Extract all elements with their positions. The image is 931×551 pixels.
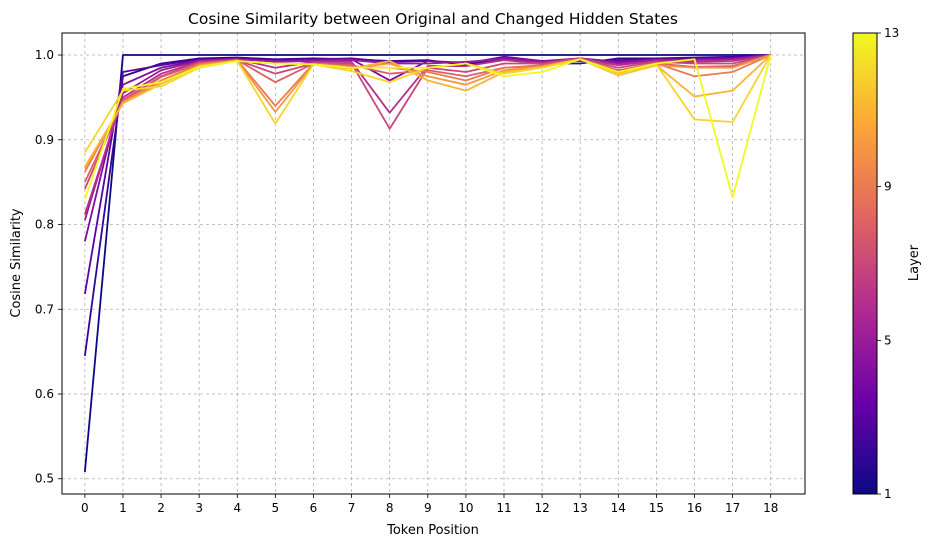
grid: [62, 33, 805, 494]
x-tick-label: 16: [687, 501, 702, 515]
y-tick-label: 0.6: [35, 387, 54, 401]
x-tick-label: 9: [424, 501, 432, 515]
series-line-layer-13: [84, 54, 772, 200]
x-tick-label: 13: [573, 501, 588, 515]
x-tick-label: 2: [157, 501, 165, 515]
y-tick-label: 0.7: [35, 302, 54, 316]
series-group: [83, 54, 772, 473]
x-axis: 0 1 2 3 4 5 6 7 8 9 10 11 12 13 14 15 16 17 18: [81, 494, 778, 515]
x-tick-label: 6: [310, 501, 318, 515]
chart-title: Cosine Similarity between Original and C…: [188, 10, 678, 28]
colorbar-tick-label: 5: [884, 333, 892, 347]
y-tick-label: 0.8: [35, 218, 54, 232]
x-tick-label: 18: [763, 501, 778, 515]
x-tick-label: 10: [458, 501, 473, 515]
x-tick-label: 12: [534, 501, 549, 515]
colorbar: [852, 32, 878, 495]
x-axis-label: Token Position: [386, 523, 479, 538]
y-axis-label: Cosine Similarity: [9, 208, 24, 318]
series-line-layer-3: [83, 54, 771, 295]
series-line-layer-1: [83, 54, 771, 473]
x-tick-label: 5: [272, 501, 280, 515]
colorbar-tick-label: 13: [884, 26, 899, 40]
x-tick-label: 4: [233, 501, 241, 515]
y-axis: 0.5 0.6 0.7 0.8 0.9 1.0: [35, 48, 62, 486]
colorbar-tick-label: 1: [884, 487, 892, 501]
x-tick-label: 15: [649, 501, 664, 515]
x-tick-label: 1: [119, 501, 127, 515]
colorbar-ticks: 1 5 9 13: [877, 26, 899, 501]
y-tick-label: 0.5: [35, 472, 54, 486]
x-tick-label: 3: [195, 501, 203, 515]
y-tick-label: 0.9: [35, 133, 54, 147]
x-tick-label: 0: [81, 501, 89, 515]
plot-frame: [61, 32, 806, 495]
x-tick-label: 14: [611, 501, 626, 515]
colorbar-tick-label: 9: [884, 180, 892, 194]
x-tick-label: 7: [348, 501, 356, 515]
x-tick-label: 11: [496, 501, 511, 515]
y-tick-label: 1.0: [35, 48, 54, 62]
x-tick-label: 8: [386, 501, 394, 515]
x-tick-label: 17: [725, 501, 740, 515]
colorbar-label: Layer: [907, 244, 922, 281]
